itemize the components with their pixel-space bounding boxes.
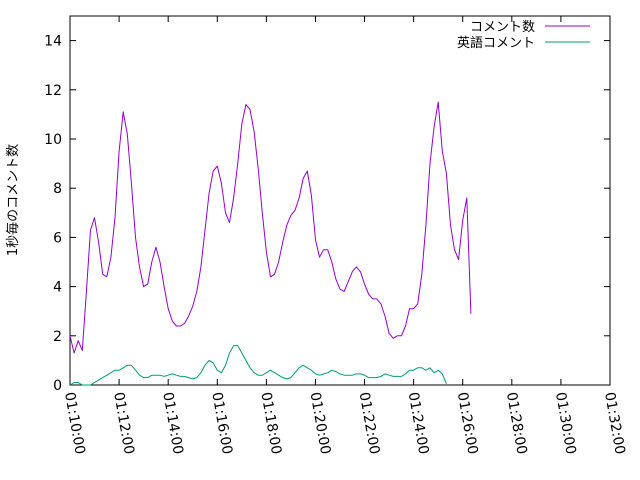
series-line-1 xyxy=(69,345,447,386)
y-tick-label: 6 xyxy=(53,230,62,246)
plot-border xyxy=(69,15,611,386)
y-tick-label: 0 xyxy=(53,378,62,394)
y-tick-label: 12 xyxy=(44,83,62,99)
y-tick-label: 8 xyxy=(53,181,62,197)
legend-label: コメント数 xyxy=(470,20,535,35)
y-tick-label: 4 xyxy=(53,280,62,296)
series-layer xyxy=(69,101,472,386)
legend-label: 英語コメント xyxy=(457,35,535,51)
series-line-0 xyxy=(69,101,472,354)
y-axis-title: 1秒毎のコメント数 xyxy=(5,144,21,256)
y-tick-label: 14 xyxy=(44,34,62,50)
y-tick-label: 2 xyxy=(53,329,62,345)
plot-frame xyxy=(69,15,611,386)
y-axis: 0 2 4 6 8 10 12 14 xyxy=(44,34,610,394)
y-tick-label: 10 xyxy=(44,132,62,148)
